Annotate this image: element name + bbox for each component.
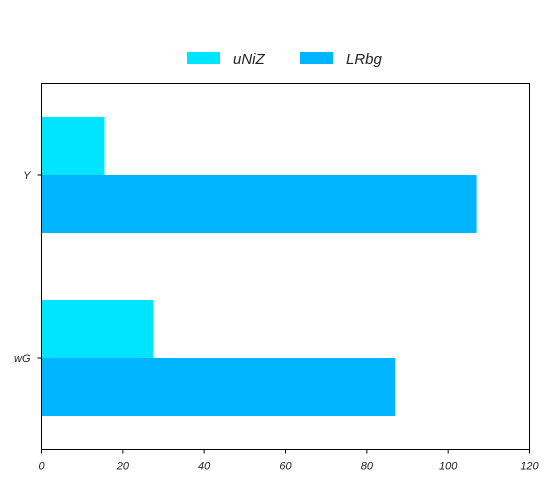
x-tick-label-100: 100 [439, 461, 458, 473]
bars-group [41, 116, 477, 417]
x-tick-label-20: 20 [116, 461, 130, 473]
legend-label-lrbg: LRbg [346, 51, 383, 68]
bar-lrbg-y [41, 175, 477, 234]
y-tick-label-wg: wG [14, 353, 31, 365]
legend-swatch-uniz [187, 52, 220, 64]
x-tick-label-80: 80 [361, 461, 374, 473]
x-axis-ticks: 0 20 40 60 80 100 120 [38, 449, 540, 473]
x-tick-label-0: 0 [38, 461, 45, 473]
x-tick-label-40: 40 [198, 461, 211, 473]
y-axis-ticks: YwG [14, 170, 42, 365]
bar-uniz-y [41, 116, 105, 175]
x-tick-label-60: 60 [279, 461, 292, 473]
bar-lrbg-wg [41, 358, 396, 417]
y-tick-label-y: Y [23, 170, 31, 182]
bar-uniz-wg [41, 299, 154, 358]
legend-swatch-lrbg [300, 52, 333, 64]
x-tick-label-120: 120 [520, 461, 539, 473]
legend: uNiZ LRbg [187, 51, 383, 68]
legend-label-uniz: uNiZ [233, 51, 266, 68]
